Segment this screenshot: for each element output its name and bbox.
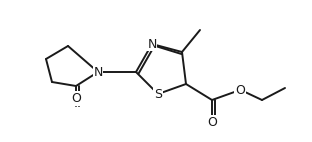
Text: N: N (147, 37, 157, 51)
Text: O: O (235, 83, 245, 97)
Text: O: O (71, 92, 81, 105)
Text: O: O (207, 115, 217, 129)
Text: N: N (93, 65, 103, 79)
Text: S: S (154, 87, 162, 101)
